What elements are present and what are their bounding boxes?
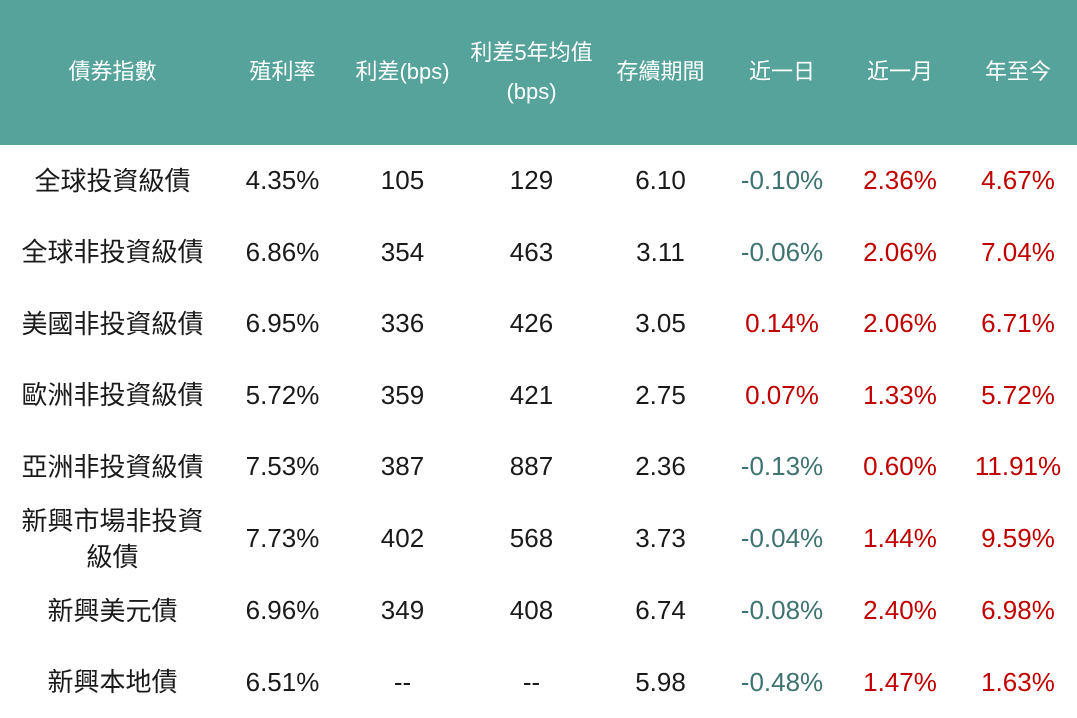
cell-chg_1m: 1.44%: [863, 523, 937, 554]
cell-chg_1m: 1.47%: [863, 666, 937, 697]
cell-spread_bps: 349: [380, 595, 425, 626]
table-row: 歐洲非投資級債 5.72% 359 421 2.75 0.07% 1.33% 5.72%: [0, 359, 1077, 430]
cell-duration: 3.05: [635, 308, 686, 339]
cell-name: 新興本地債: [47, 667, 178, 698]
cell-yield: 7.73%: [245, 523, 320, 554]
cell-yield: 6.51%: [245, 666, 320, 697]
cell-spread_bps: 387: [380, 451, 425, 482]
cell-chg_1m: 2.06%: [863, 308, 937, 339]
column-header-chg_1m: 近一月: [866, 59, 933, 85]
cell-chg_1d: -0.04%: [740, 523, 824, 554]
column-header-duration: 存續期間: [616, 59, 705, 85]
cell-chg_1m: 2.06%: [863, 236, 937, 267]
table-row: 新興美元債 6.96% 349 408 6.74 -0.08% 2.40% 6.98%: [0, 575, 1077, 646]
cell-chg_1d: 0.07%: [745, 379, 819, 410]
cell-spread_5y_avg_bps: 421: [509, 379, 554, 410]
cell-spread_bps: 336: [380, 308, 425, 339]
cell-name: 新興美元債: [47, 595, 178, 626]
cell-name: 全球投資級債: [34, 165, 191, 196]
cell-chg_ytd: 6.98%: [981, 595, 1055, 626]
cell-chg_1d: -0.06%: [740, 236, 824, 267]
cell-name: 美國非投資級債: [21, 308, 204, 339]
cell-spread_5y_avg_bps: 463: [509, 236, 554, 267]
column-header-yield: 殖利率: [249, 59, 316, 85]
cell-spread_bps: 105: [380, 165, 425, 196]
cell-duration: 3.73: [635, 523, 686, 554]
cell-chg_1m: 2.36%: [863, 165, 937, 196]
cell-duration: 2.36: [635, 451, 686, 482]
cell-spread_bps: --: [393, 666, 412, 697]
cell-chg_ytd: 4.67%: [981, 165, 1055, 196]
column-header-name: 債券指數: [68, 59, 157, 85]
cell-chg_1m: 0.60%: [863, 451, 937, 482]
column-header-chg_1d: 近一日: [748, 59, 815, 85]
cell-chg_1m: 1.33%: [863, 379, 937, 410]
cell-yield: 6.96%: [245, 595, 320, 626]
column-header-spread_5y_avg_bps: 利差5年均值 (bps): [470, 40, 593, 104]
cell-duration: 3.11: [636, 236, 685, 267]
table-row: 新興市場非投資 級債 7.73% 402 568 3.73 -0.04% 1.44% 9.59…: [0, 502, 1077, 575]
cell-chg_ytd: 1.63%: [981, 666, 1055, 697]
cell-yield: 6.86%: [245, 236, 320, 267]
cell-duration: 6.10: [635, 165, 686, 196]
table-header: 債券指數 殖利率 利差(bps) 利差5年均值 (bps) 存續期間 近一日 近一月 年至今: [0, 0, 1077, 145]
cell-spread_5y_avg_bps: 568: [509, 523, 554, 554]
cell-chg_ytd: 9.59%: [981, 523, 1055, 554]
table-row: 美國非投資級債 6.95% 336 426 3.05 0.14% 2.06% 6.71%: [0, 288, 1077, 359]
cell-chg_ytd: 5.72%: [981, 379, 1055, 410]
table-row: 新興本地債 6.51% -- -- 5.98 -0.48% 1.47% 1.63%: [0, 646, 1077, 718]
cell-spread_5y_avg_bps: 408: [509, 595, 554, 626]
cell-chg_1d: 0.14%: [745, 308, 819, 339]
cell-spread_5y_avg_bps: 426: [509, 308, 554, 339]
cell-name: 全球非投資級債: [21, 237, 204, 268]
cell-chg_ytd: 6.71%: [981, 308, 1055, 339]
cell-spread_5y_avg_bps: --: [522, 666, 541, 697]
cell-chg_1m: 2.40%: [863, 595, 937, 626]
cell-yield: 6.95%: [245, 308, 320, 339]
cell-spread_bps: 402: [380, 523, 425, 554]
cell-spread_5y_avg_bps: 129: [509, 165, 554, 196]
table-row: 全球投資級債 4.35% 105 129 6.10 -0.10% 2.36% 4.67%: [0, 145, 1077, 216]
cell-duration: 6.74: [635, 595, 686, 626]
cell-spread_bps: 359: [380, 379, 425, 410]
header-row: 債券指數 殖利率 利差(bps) 利差5年均值 (bps) 存續期間 近一日 近一月 年至今: [0, 0, 1077, 145]
cell-spread_bps: 354: [380, 236, 425, 267]
column-header-chg_ytd: 年至今: [984, 59, 1051, 85]
cell-name: 新興市場非投資 級債: [21, 505, 204, 572]
cell-name: 亞洲非投資級債: [21, 451, 204, 482]
cell-duration: 5.98: [635, 666, 686, 697]
cell-duration: 2.75: [635, 379, 686, 410]
cell-chg_1d: -0.13%: [740, 451, 824, 482]
cell-chg_ytd: 11.91%: [974, 451, 1062, 482]
table-row: 全球非投資級債 6.86% 354 463 3.11 -0.06% 2.06% 7.04%: [0, 216, 1077, 287]
cell-chg_1d: -0.08%: [740, 595, 824, 626]
cell-chg_1d: -0.48%: [740, 666, 824, 697]
cell-yield: 4.35%: [245, 165, 320, 196]
table-row: 亞洲非投資級債 7.53% 387 887 2.36 -0.13% 0.60% 11.91%: [0, 431, 1077, 502]
cell-chg_1d: -0.10%: [740, 165, 824, 196]
column-header-spread_bps: 利差(bps): [355, 59, 450, 85]
cell-yield: 7.53%: [245, 451, 320, 482]
cell-spread_5y_avg_bps: 887: [509, 451, 554, 482]
table-body: 全球投資級債 4.35% 105 129 6.10 -0.10% 2.36% 4.67% 全球非…: [0, 145, 1077, 718]
cell-yield: 5.72%: [245, 379, 320, 410]
cell-chg_ytd: 7.04%: [981, 236, 1055, 267]
cell-name: 歐洲非投資級債: [21, 380, 204, 411]
